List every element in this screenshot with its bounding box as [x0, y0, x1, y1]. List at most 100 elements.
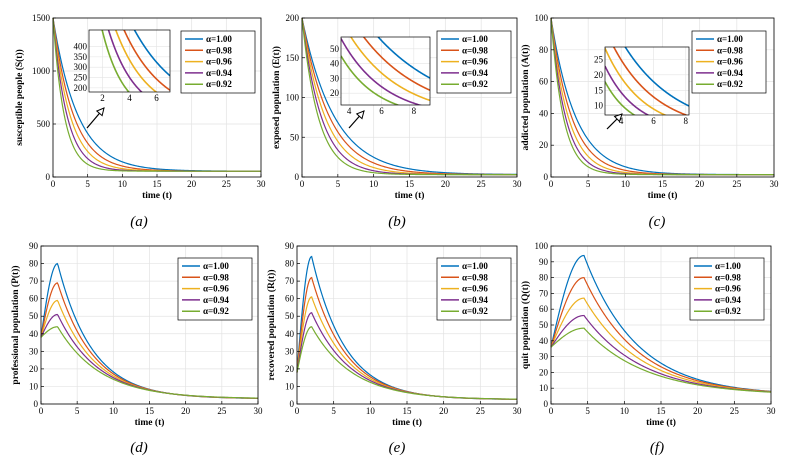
legend-entry-3: α=0.96	[203, 284, 229, 294]
legend-entry-1: α=1.00	[206, 34, 232, 44]
x-tick-label: 25	[222, 179, 232, 189]
x-tick-label: 30	[513, 406, 523, 416]
inset-series-group	[605, 47, 689, 115]
inset-y-tick-label: 350	[74, 52, 88, 62]
x-tick-label: 25	[732, 179, 742, 189]
inset-x-tick-label: 8	[412, 106, 417, 116]
inset-series-line-5	[341, 55, 401, 105]
x-tick-label: 15	[657, 406, 667, 416]
x-tick-label: 25	[730, 406, 740, 416]
legend-entry-5: α=0.92	[717, 79, 743, 89]
y-tick-label: 40	[539, 336, 549, 346]
legend-entry-5: α=0.92	[206, 79, 232, 89]
inset-series-group	[341, 37, 430, 105]
inset-series-line-3	[605, 47, 667, 115]
x-tick-label: 30	[767, 406, 777, 416]
y-tick-label: 20	[285, 364, 295, 374]
legend-entry-2: α=0.98	[462, 45, 488, 55]
y-tick-label: 50	[290, 132, 300, 142]
y-tick-label: 10	[29, 381, 39, 391]
inset-series-line-1	[377, 37, 430, 79]
legend-entry-4: α=0.94	[717, 68, 743, 78]
inset-y-tick-label: 20	[330, 88, 340, 98]
y-tick-label: 90	[29, 241, 39, 251]
inset-y-tick-label: 40	[330, 59, 340, 69]
inset-x-tick-label: 4	[347, 106, 352, 116]
panel-caption: (d)	[130, 440, 148, 456]
x-tick-label: 20	[441, 179, 451, 189]
x-tick-label: 0	[549, 179, 554, 189]
inset-x-tick-label: 4	[619, 116, 624, 126]
y-tick-label: 200	[286, 13, 300, 23]
x-axis-label: time (t)	[646, 417, 676, 428]
y-tick-label: 60	[285, 294, 295, 304]
y-tick-label: 60	[29, 294, 39, 304]
inset-series-line-1	[133, 30, 170, 77]
inset-series-line-1	[624, 47, 689, 107]
legend: α=1.00α=0.98 α=0.96α=0.94α=0.92	[177, 257, 253, 321]
y-axis-label: addicted population (A(t))	[520, 44, 531, 150]
x-axis-label: time (t)	[648, 190, 678, 201]
series-line-5	[296, 326, 518, 400]
inset-plot: 4 6 8 10 15 20 25	[594, 46, 690, 126]
y-tick-label: 70	[285, 276, 295, 286]
panel-caption: (c)	[649, 214, 666, 230]
inset-x-tick-label: 4	[127, 93, 132, 103]
y-tick-label: 20	[29, 364, 39, 374]
x-axis-label: time (t)	[395, 190, 425, 201]
y-tick-label: 90	[539, 257, 549, 267]
x-tick-label: 5	[85, 179, 90, 189]
inset-series-line-5	[101, 30, 130, 92]
legend: α=1.00α=0.98 α=0.96α=0.94α=0.92	[180, 30, 256, 94]
x-tick-label: 25	[217, 406, 227, 416]
panel-caption: (e)	[389, 440, 406, 456]
y-tick-label: 0	[544, 172, 549, 182]
y-tick-label: 80	[29, 259, 39, 269]
legend-entry-2: α=0.98	[717, 45, 743, 55]
y-tick-label: 500	[37, 119, 51, 129]
y-tick-label: 60	[539, 77, 549, 87]
inset-series-line-4	[341, 38, 423, 105]
y-tick-label: 60	[539, 304, 549, 314]
legend-entry-4: α=0.94	[462, 68, 488, 78]
inset-series-line-2	[123, 30, 170, 91]
inset-y-tick-label: 10	[594, 101, 604, 111]
x-tick-label: 10	[620, 406, 630, 416]
inset-y-tick-label: 50	[330, 44, 340, 54]
legend-entry-3: α=0.96	[462, 57, 488, 67]
legend-entry-5: α=0.92	[715, 306, 741, 316]
y-tick-label: 100	[286, 93, 300, 103]
x-tick-label: 5	[336, 179, 341, 189]
inset-frame	[340, 36, 431, 106]
y-tick-label: 0	[46, 172, 51, 182]
legend-entry-1: α=1.00	[462, 34, 488, 44]
x-tick-label: 15	[153, 179, 163, 189]
x-tick-label: 10	[109, 406, 119, 416]
y-tick-label: 70	[539, 288, 549, 298]
series-line-2	[550, 276, 772, 393]
legend-entry-2: α=0.98	[462, 272, 488, 282]
y-tick-label: 40	[539, 108, 549, 118]
y-tick-label: 0	[295, 172, 300, 182]
inset-series-line-2	[612, 47, 689, 115]
inset-y-tick-label: 400	[74, 42, 88, 52]
legend-entry-1: α=1.00	[717, 34, 743, 44]
zoom-arrow-head	[95, 107, 105, 117]
inset-y-tick-label: 200	[74, 83, 88, 93]
x-tick-label: 0	[549, 406, 554, 416]
zoom-arrow-head	[355, 110, 365, 120]
y-tick-label: 0	[34, 399, 39, 409]
y-tick-label: 150	[286, 53, 300, 63]
x-tick-label: 15	[403, 406, 413, 416]
inset-series-line-3	[350, 37, 430, 102]
inset-y-tick-label: 250	[74, 73, 88, 83]
inset-series-line-2	[362, 37, 430, 91]
x-tick-label: 5	[585, 406, 590, 416]
legend-entry-2: α=0.98	[715, 272, 741, 282]
inset-x-tick-label: 8	[684, 116, 689, 126]
legend: α=1.00α=0.98 α=0.96α=0.94α=0.92	[436, 30, 512, 94]
y-tick-label: 50	[539, 320, 549, 330]
